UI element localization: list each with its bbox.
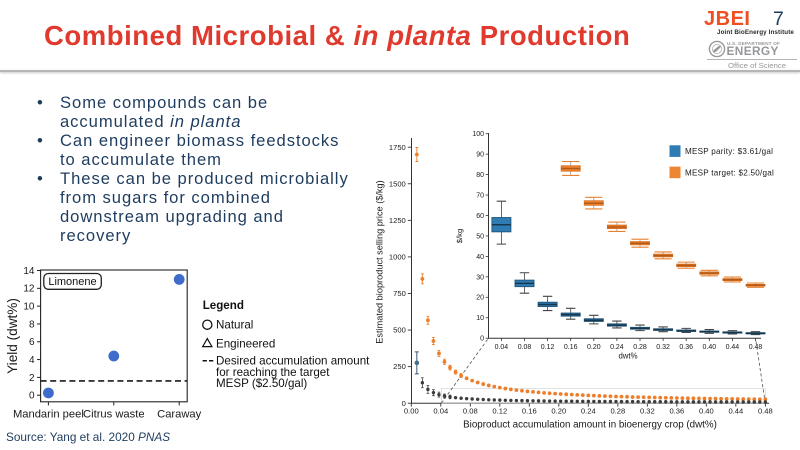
svg-text:0.32: 0.32: [640, 407, 655, 416]
svg-text:80: 80: [476, 172, 484, 179]
svg-text:6: 6: [29, 337, 35, 348]
svg-text:Yield (dwt%): Yield (dwt%): [5, 298, 20, 374]
svg-text:0.08: 0.08: [463, 407, 478, 416]
svg-text:MESP target: $2.50/gal: MESP target: $2.50/gal: [685, 169, 774, 178]
svg-text:dwt%: dwt%: [618, 352, 637, 361]
svg-text:Bioproduct accumulation amount: Bioproduct accumulation amount in bioene…: [463, 420, 717, 431]
svg-text:$/kg: $/kg: [455, 229, 464, 243]
svg-text:Citrus waste: Citrus waste: [83, 409, 145, 421]
svg-text:4: 4: [29, 355, 35, 366]
svg-text:0.16: 0.16: [522, 407, 537, 416]
svg-text:Natural: Natural: [216, 319, 253, 332]
svg-text:Caraway: Caraway: [157, 409, 202, 421]
svg-text:90: 90: [476, 152, 484, 159]
svg-text:0.44: 0.44: [728, 407, 743, 416]
svg-text:0: 0: [29, 391, 35, 402]
svg-text:0.40: 0.40: [699, 407, 714, 416]
svg-text:0.36: 0.36: [679, 344, 693, 351]
svg-text:12: 12: [23, 284, 35, 295]
svg-text:MESP ($2.50/gal): MESP ($2.50/gal): [216, 377, 307, 390]
svg-text:0.36: 0.36: [669, 407, 684, 416]
svg-text:Desired accumulation amount: Desired accumulation amount: [216, 355, 370, 368]
svg-text:0.20: 0.20: [587, 344, 601, 351]
svg-text:60: 60: [476, 213, 484, 220]
svg-text:1250: 1250: [389, 216, 406, 225]
svg-text:0.08: 0.08: [518, 344, 532, 351]
svg-text:0.32: 0.32: [656, 344, 670, 351]
svg-text:Legend: Legend: [203, 299, 244, 312]
svg-text:0.04: 0.04: [495, 344, 509, 351]
svg-text:0.24: 0.24: [610, 344, 624, 351]
svg-text:0.44: 0.44: [726, 344, 740, 351]
svg-text:0.48: 0.48: [749, 344, 763, 351]
svg-text:0: 0: [480, 336, 484, 343]
svg-text:MESP parity: $3.61/gal: MESP parity: $3.61/gal: [685, 147, 773, 156]
svg-text:0.16: 0.16: [564, 344, 578, 351]
svg-text:100: 100: [472, 131, 484, 138]
svg-text:0.12: 0.12: [492, 407, 507, 416]
svg-text:500: 500: [393, 326, 406, 335]
svg-text:250: 250: [393, 362, 406, 371]
svg-text:1000: 1000: [389, 253, 406, 262]
svg-text:0.04: 0.04: [433, 407, 448, 416]
svg-text:70: 70: [476, 192, 484, 199]
svg-text:14: 14: [23, 266, 35, 277]
svg-text:0.00: 0.00: [404, 407, 419, 416]
svg-text:10: 10: [23, 302, 35, 313]
svg-text:0.28: 0.28: [633, 344, 647, 351]
svg-text:50: 50: [476, 233, 484, 240]
svg-text:0.12: 0.12: [541, 344, 555, 351]
svg-text:0: 0: [402, 399, 406, 408]
svg-text:30: 30: [476, 274, 484, 281]
svg-text:0.24: 0.24: [581, 407, 596, 416]
svg-text:20: 20: [476, 295, 484, 302]
svg-text:Limonene: Limonene: [48, 276, 96, 288]
svg-text:Estimated bioproduct selling p: Estimated bioproduct selling price ($/kg…: [375, 180, 385, 343]
svg-text:10: 10: [476, 315, 484, 322]
svg-text:Mandarin peel: Mandarin peel: [13, 409, 84, 421]
svg-text:0.28: 0.28: [610, 407, 625, 416]
svg-text:Engineered: Engineered: [216, 338, 275, 351]
svg-text:for reaching the target: for reaching the target: [216, 366, 330, 379]
svg-text:1500: 1500: [389, 179, 406, 188]
svg-text:2: 2: [29, 373, 35, 384]
svg-text:8: 8: [29, 319, 35, 330]
svg-text:40: 40: [476, 254, 484, 261]
svg-text:750: 750: [393, 289, 406, 298]
svg-text:0.40: 0.40: [702, 344, 716, 351]
svg-text:0.20: 0.20: [551, 407, 566, 416]
svg-text:1750: 1750: [389, 143, 406, 152]
svg-text:0.48: 0.48: [758, 407, 773, 416]
